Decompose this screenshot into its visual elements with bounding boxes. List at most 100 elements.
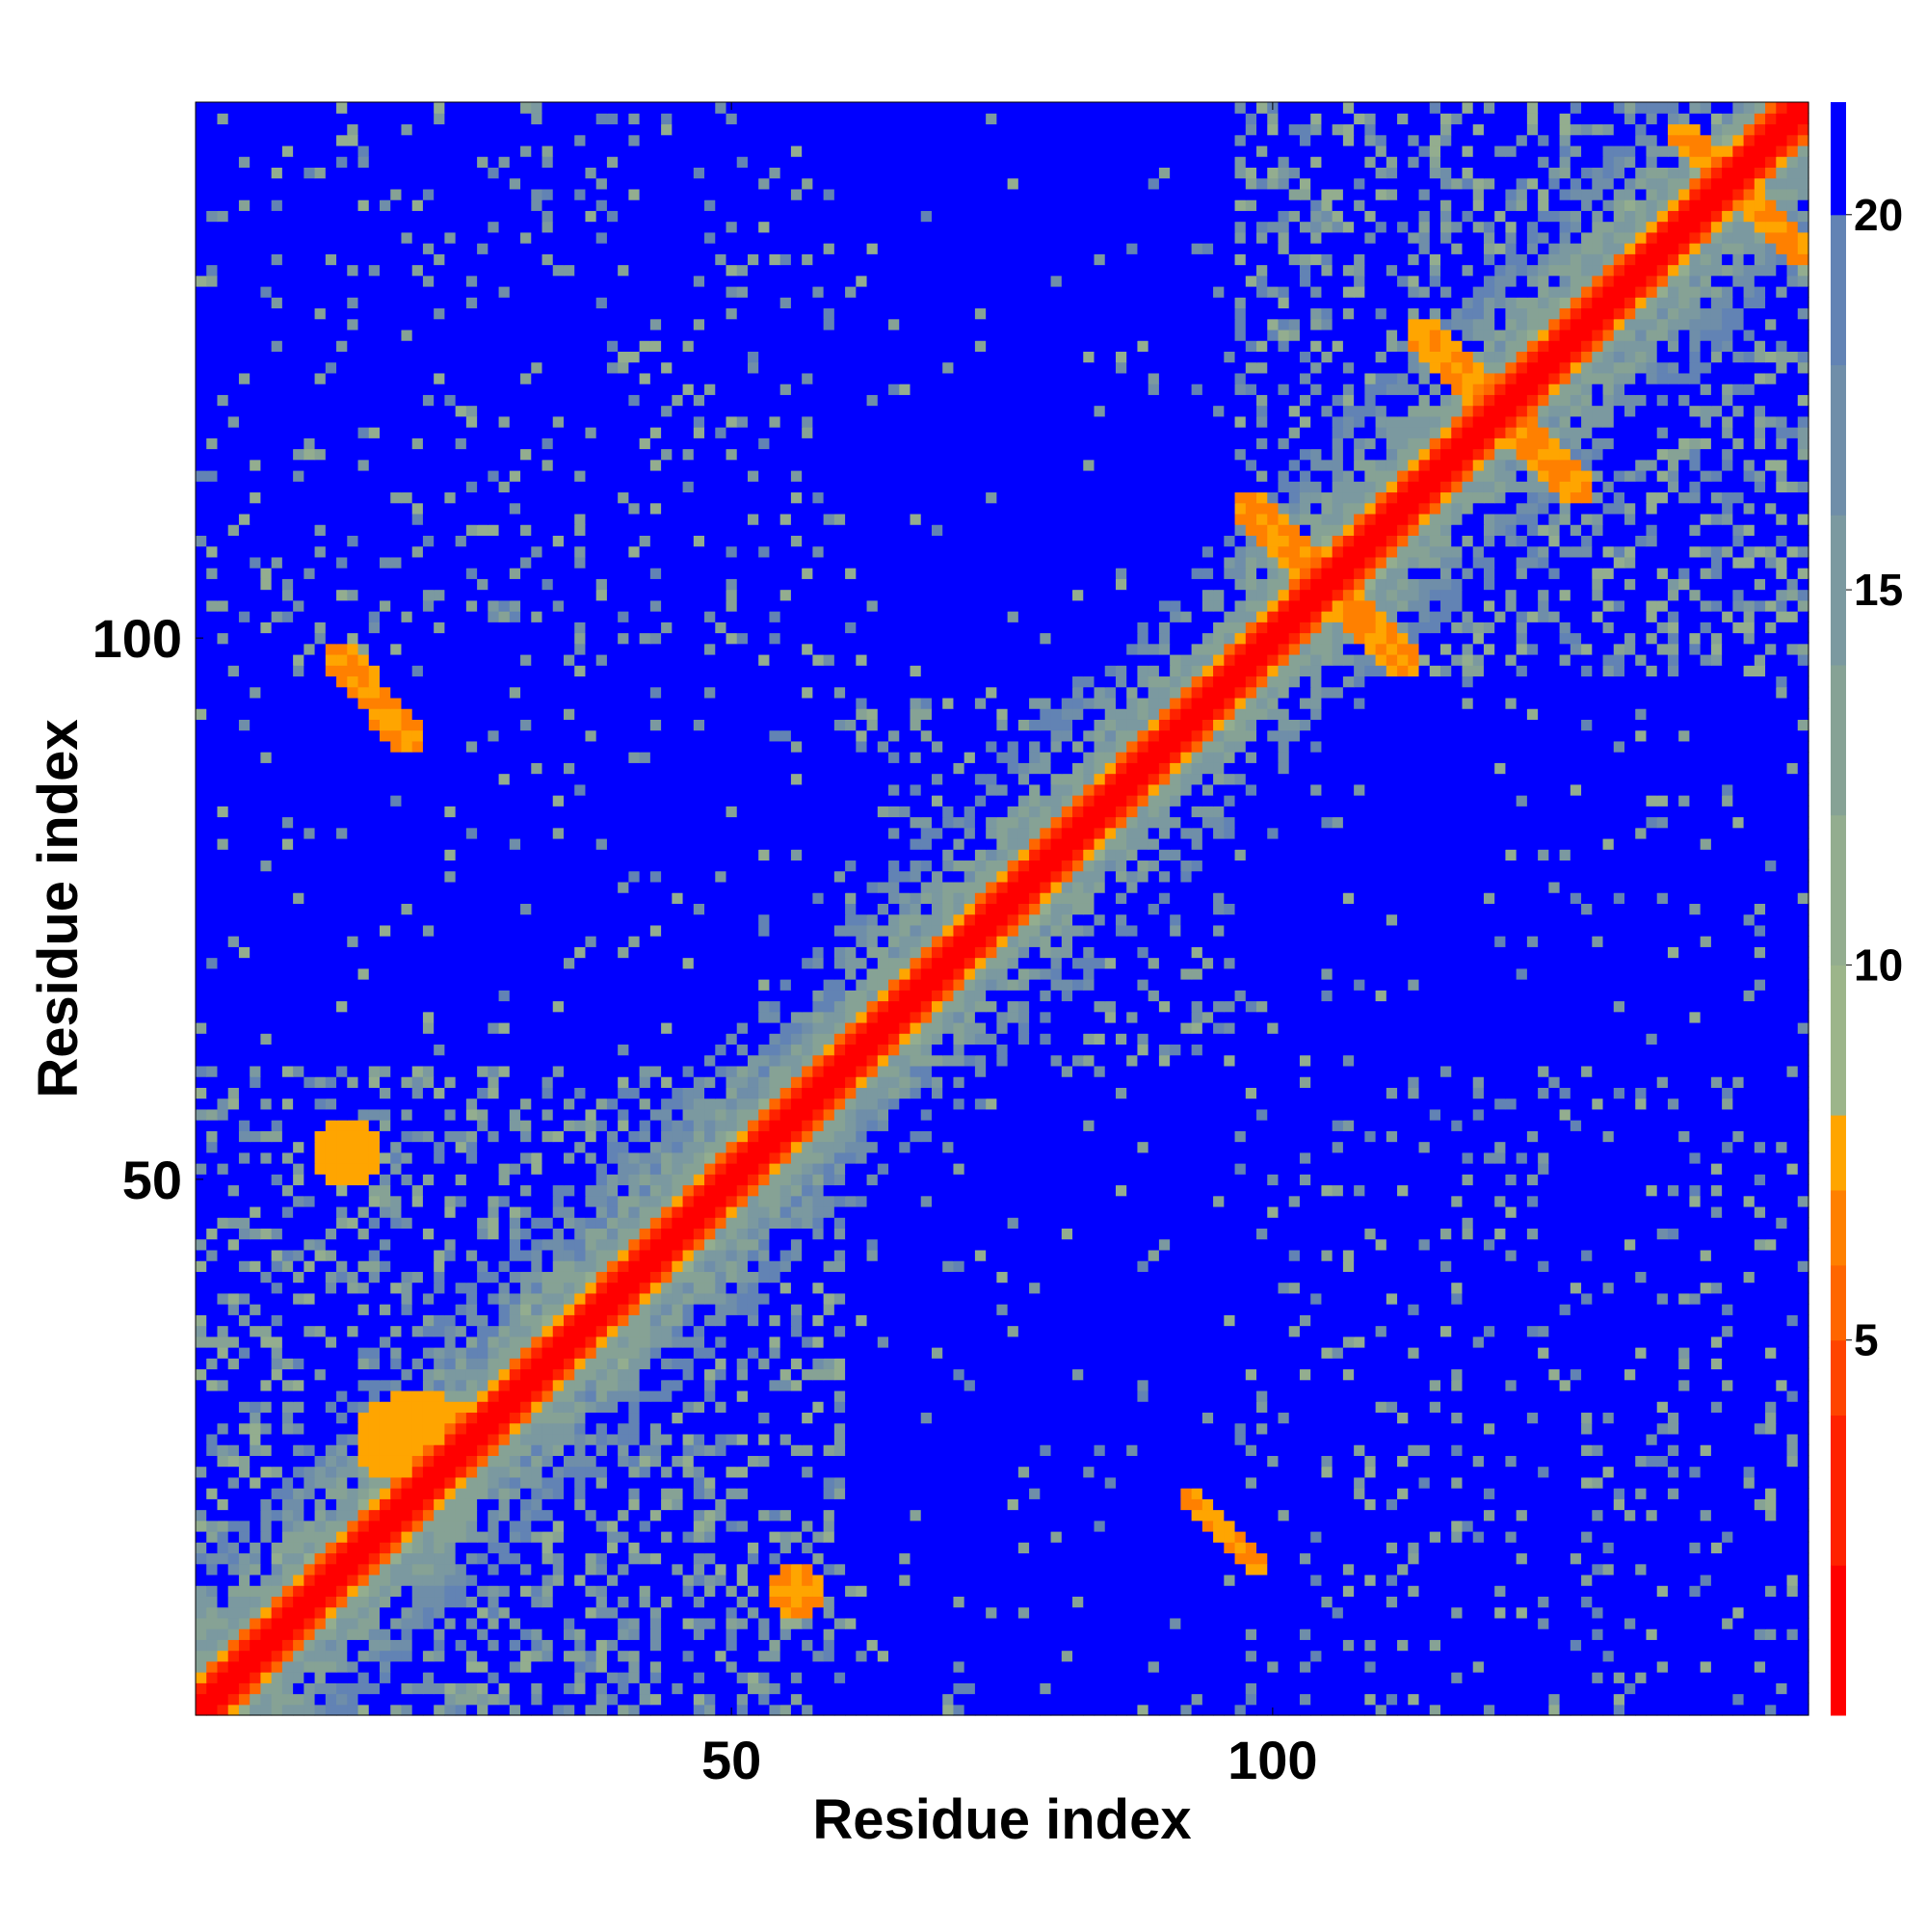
heatmap-cell — [672, 1390, 683, 1402]
heatmap-cell — [1722, 1467, 1733, 1478]
heatmap-cell — [326, 1531, 337, 1543]
heatmap-cell — [607, 1477, 619, 1489]
heatmap-cell — [1755, 1521, 1766, 1532]
heatmap-cell — [1213, 1564, 1225, 1575]
heatmap-cell — [434, 1618, 445, 1629]
heatmap-cell — [1517, 1434, 1528, 1445]
heatmap-cell — [239, 1412, 251, 1423]
heatmap-cell — [1148, 1521, 1160, 1532]
heatmap-cell — [1062, 1401, 1073, 1413]
heatmap-cell — [1678, 1412, 1690, 1423]
heatmap-cell — [683, 1596, 695, 1607]
heatmap-cell — [1072, 1380, 1084, 1391]
heatmap-cell — [1440, 1412, 1452, 1423]
heatmap-cell — [1180, 1510, 1192, 1522]
heatmap-cell — [1689, 1477, 1701, 1489]
heatmap-cell — [607, 1412, 619, 1423]
heatmap-cell — [1105, 1682, 1117, 1694]
heatmap-cell — [206, 1661, 218, 1673]
heatmap-cell — [1548, 1510, 1560, 1522]
heatmap-cell — [358, 1467, 370, 1478]
heatmap-cell — [1765, 1390, 1777, 1402]
heatmap-cell — [996, 1498, 1008, 1510]
heatmap-cell — [1029, 1552, 1041, 1564]
heatmap-cell — [878, 1380, 889, 1391]
heatmap-cell — [780, 1694, 792, 1706]
heatmap-cell — [1072, 1455, 1084, 1467]
heatmap-cell — [704, 1477, 716, 1489]
heatmap-cell — [694, 1358, 705, 1369]
heatmap-cell — [347, 1672, 358, 1683]
heatmap-cell — [1517, 1390, 1528, 1402]
heatmap-cell — [520, 1651, 532, 1662]
heatmap-cell — [640, 1575, 651, 1586]
heatmap-cell — [618, 1423, 629, 1435]
heatmap-cell — [228, 1498, 240, 1510]
heatmap-cell — [1732, 1564, 1744, 1575]
heatmap-cell — [542, 1575, 554, 1586]
heatmap-cell — [1008, 1651, 1019, 1662]
heatmap-cell — [1776, 1618, 1787, 1629]
heatmap-cell — [1646, 1444, 1657, 1456]
heatmap-cell — [1051, 1651, 1063, 1662]
heatmap-cell — [975, 1661, 987, 1673]
heatmap-cell — [336, 1651, 348, 1662]
heatmap-cell — [272, 1661, 283, 1673]
heatmap-cell — [1278, 1552, 1289, 1564]
heatmap-cell — [1603, 1358, 1615, 1369]
heatmap-cell — [1170, 1682, 1181, 1694]
heatmap-cell — [1343, 1455, 1355, 1467]
heatmap-cell — [932, 1368, 943, 1380]
heatmap-cell — [1701, 1542, 1712, 1553]
heatmap-cell — [1180, 1434, 1192, 1445]
heatmap-cell — [1397, 1607, 1409, 1619]
heatmap-cell — [1744, 1380, 1755, 1391]
heatmap-cell — [423, 1705, 435, 1716]
heatmap-cell — [1095, 1401, 1106, 1413]
heatmap-cell — [1494, 1682, 1506, 1694]
heatmap-cell — [1603, 1552, 1615, 1564]
heatmap-cell — [466, 1531, 478, 1543]
heatmap-cell — [650, 1390, 662, 1402]
heatmap-cell — [856, 1488, 867, 1499]
heatmap-cell — [1462, 1682, 1473, 1694]
heatmap-cell — [921, 1358, 933, 1369]
heatmap-cell — [856, 1628, 867, 1640]
heatmap-cell — [1029, 1423, 1041, 1435]
heatmap-cell — [1018, 1672, 1030, 1683]
heatmap-cell — [531, 1455, 542, 1467]
heatmap-cell — [1765, 1358, 1777, 1369]
heatmap-cell — [304, 1628, 315, 1640]
heatmap-cell — [737, 1498, 749, 1510]
heatmap-cell — [326, 1694, 337, 1706]
heatmap-cell — [607, 1498, 619, 1510]
heatmap-cell — [596, 1467, 608, 1478]
heatmap-cell — [1614, 1510, 1625, 1522]
heatmap-cell — [488, 1694, 499, 1706]
heatmap-cell — [1635, 1434, 1647, 1445]
heatmap-cell — [1689, 1380, 1701, 1391]
heatmap-cell — [888, 1639, 900, 1651]
heatmap-cell — [1256, 1531, 1268, 1543]
heatmap-cell — [1732, 1682, 1744, 1694]
heatmap-cell — [1354, 1705, 1365, 1716]
heatmap-cell — [1386, 1498, 1398, 1510]
heatmap-cell — [585, 1358, 596, 1369]
heatmap-cell — [1798, 1585, 1809, 1597]
heatmap-cell — [1267, 1390, 1279, 1402]
heatmap-cell — [1711, 1434, 1723, 1445]
heatmap-cell — [824, 1444, 835, 1456]
heatmap-cell — [1451, 1661, 1463, 1673]
heatmap-cell — [1646, 1455, 1657, 1467]
heatmap-cell — [1083, 1358, 1095, 1369]
heatmap-cell — [1386, 1444, 1398, 1456]
heatmap-cell — [1635, 1467, 1647, 1478]
heatmap-cell — [1083, 1639, 1095, 1651]
heatmap-cell — [1083, 1672, 1095, 1683]
heatmap-cell — [1462, 1358, 1473, 1369]
heatmap-cell — [531, 1390, 542, 1402]
heatmap-cell — [1494, 1552, 1506, 1564]
heatmap-cell — [510, 1607, 521, 1619]
heatmap-cell — [1765, 1510, 1777, 1522]
heatmap-cell — [1678, 1682, 1690, 1694]
